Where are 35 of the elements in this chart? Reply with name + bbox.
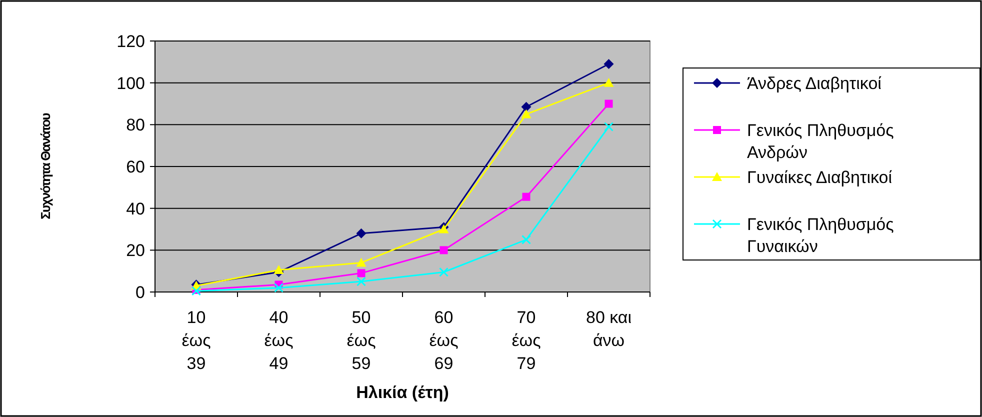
x-axis-title: Ηλικία (έτη) [356, 383, 449, 402]
point [357, 269, 366, 278]
point [356, 228, 366, 238]
point [604, 100, 613, 108]
y-axis-title: Συχνότητα Θανάτου [38, 112, 53, 220]
y-tick-label: 60 [126, 157, 145, 176]
point [439, 267, 448, 277]
legend-label: Γυναίκες Διαβητικοί [747, 168, 892, 187]
point [274, 283, 284, 293]
x-tick-label: 80 και άνω [586, 308, 632, 350]
legend-label: Άνδρες Διαβητικοί [747, 74, 882, 93]
point [440, 246, 448, 254]
y-tick-label: 0 [136, 282, 145, 302]
x-tick-label: 60 έως 69 [429, 308, 458, 373]
point [604, 59, 614, 70]
point [356, 276, 366, 286]
y-tick-label: 20 [126, 241, 145, 260]
y-tick-label: 80 [126, 116, 145, 135]
point [274, 265, 284, 274]
point [522, 192, 530, 201]
point [356, 258, 366, 267]
legend-label: Γενικός Πληθυσμός Ανδρών [747, 120, 894, 162]
x-tick-label: 40 έως 49 [264, 308, 294, 373]
x-tick-label: 70 έως 79 [512, 308, 541, 373]
x-tick-label: 50 έως 59 [346, 308, 376, 373]
legend-label: Γενικός Πληθυσμός Γυναικών [747, 214, 894, 256]
point [521, 102, 532, 112]
x-tick-label: 10 έως 39 [182, 308, 211, 373]
point [521, 109, 532, 118]
point [604, 122, 614, 132]
point [604, 78, 614, 87]
y-tick-label: 40 [126, 199, 145, 218]
y-tick-label: 100 [116, 74, 145, 93]
point [522, 234, 531, 244]
y-tick-label: 120 [116, 32, 145, 51]
